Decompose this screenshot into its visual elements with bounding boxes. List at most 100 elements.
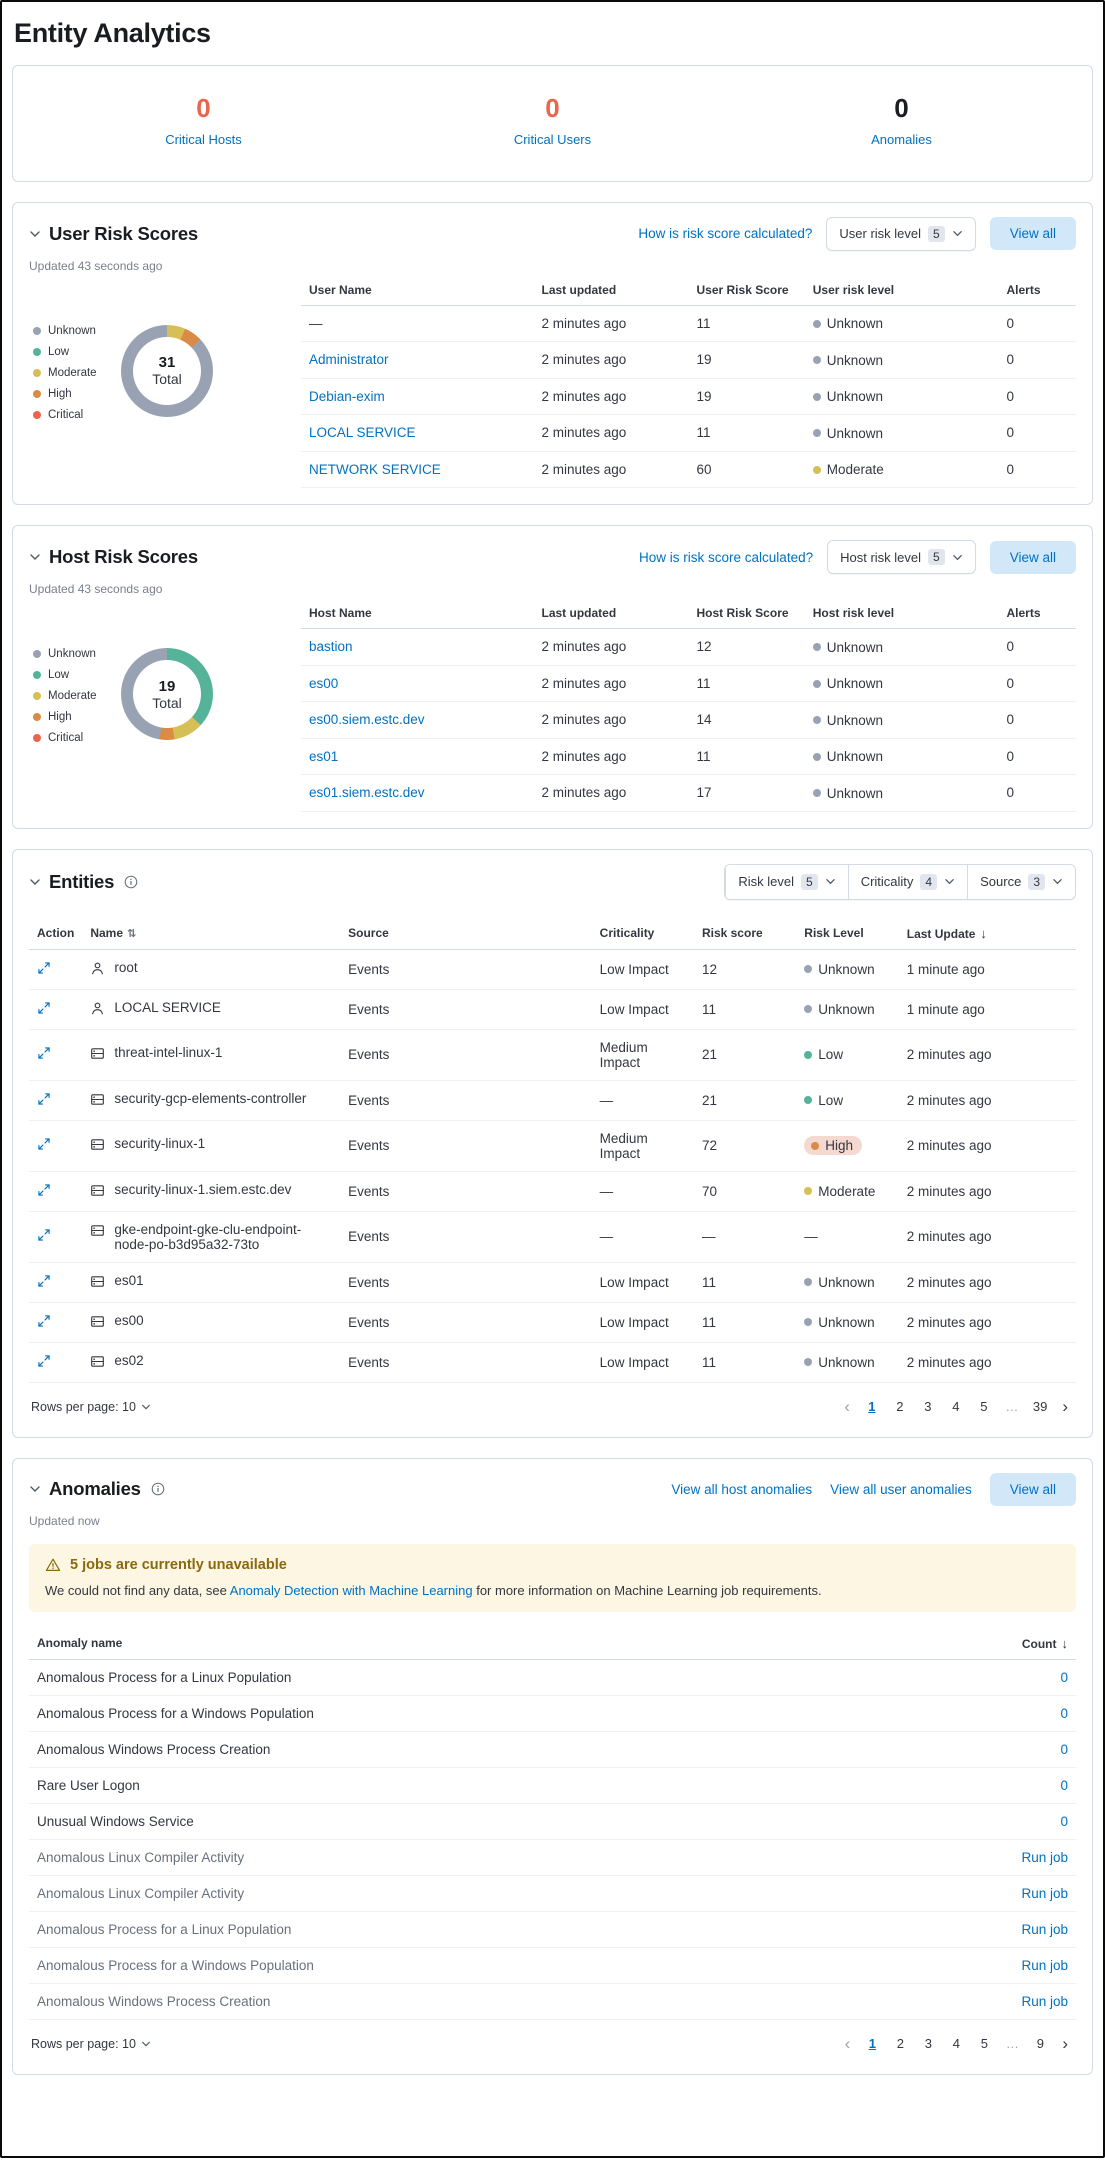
risk-score-help-link[interactable]: How is risk score calculated?	[638, 226, 813, 242]
col-last-update[interactable]: Last Update ↓	[898, 919, 1076, 950]
risk-score-cell: 19	[688, 378, 805, 416]
page-number-button[interactable]: 9	[1028, 2032, 1052, 2056]
legend-item[interactable]: Critical	[33, 409, 107, 421]
next-page-icon[interactable]: ›	[1062, 2033, 1068, 2053]
kpi-label-link[interactable]: Critical Users	[513, 131, 592, 147]
anomaly-count-link[interactable]: Run job	[1021, 1957, 1068, 1973]
user-name-link[interactable]: Debian-exim	[309, 388, 385, 404]
legend-item[interactable]: Unknown	[33, 325, 107, 337]
anomaly-count-link[interactable]: Run job	[1021, 1993, 1068, 2009]
expand-entity-icon[interactable]	[37, 1001, 51, 1015]
previous-page-icon[interactable]: ‹	[844, 1396, 850, 1416]
anomaly-count-link[interactable]: Run job	[1021, 1849, 1068, 1865]
host-name-link[interactable]: es00.siem.estc.dev	[309, 712, 425, 728]
col-last-updated: Last updated	[533, 600, 689, 630]
page-number-button[interactable]: …	[1000, 2032, 1024, 2056]
col-last-updated: Last updated	[533, 276, 689, 306]
col-name[interactable]: Name ⇅	[82, 919, 341, 950]
expand-entity-icon[interactable]	[37, 1046, 51, 1060]
legend-item[interactable]: Moderate	[33, 367, 107, 379]
risk-score-cell: —	[693, 1211, 797, 1263]
legend-dot-icon	[33, 389, 41, 398]
view-all-hosts-button[interactable]: View all	[989, 540, 1076, 574]
view-all-users-button[interactable]: View all	[989, 217, 1076, 251]
legend-dot-icon	[33, 671, 41, 680]
view-all-host-anomalies-link[interactable]: View all host anomalies	[671, 1481, 813, 1497]
legend-item[interactable]: Low	[33, 669, 107, 681]
expand-entity-icon[interactable]	[37, 961, 51, 975]
page-number-button[interactable]: 3	[916, 1395, 940, 1419]
legend-item[interactable]: Unknown	[33, 648, 107, 660]
chevron-down-icon[interactable]	[29, 551, 41, 563]
ml-docs-link[interactable]: Anomaly Detection with Machine Learning	[229, 1582, 473, 1598]
host-risk-level-filter[interactable]: Host risk level 5	[827, 540, 976, 575]
page-number-button[interactable]: 1	[860, 1395, 884, 1419]
page-number-button[interactable]: 2	[888, 2032, 912, 2056]
entities-filter-button[interactable]: Source 3	[967, 864, 1075, 899]
anomaly-count-link[interactable]: 0	[1060, 1705, 1068, 1721]
next-page-icon[interactable]: ›	[1062, 1396, 1068, 1416]
anomaly-count-link[interactable]: 0	[1060, 1741, 1068, 1757]
last-update-cell: 2 minutes ago	[898, 1080, 1076, 1121]
anomaly-count-link[interactable]: Run job	[1021, 1921, 1068, 1937]
entities-filter-button[interactable]: Criticality 4	[847, 864, 968, 899]
user-risk-row: Debian-exim 2 minutes ago 19 Unknown 0	[301, 378, 1076, 416]
expand-entity-icon[interactable]	[37, 1228, 51, 1242]
risk-score-cell: 12	[693, 949, 797, 990]
entities-panel: Entities Risk level 5 Criticality 4	[12, 848, 1093, 1438]
legend-item[interactable]: Low	[33, 346, 107, 358]
host-name-link[interactable]: es00	[309, 675, 339, 691]
kpi-label-link[interactable]: Critical Hosts	[165, 131, 242, 147]
page-number-button[interactable]: 1	[860, 2032, 884, 2056]
view-all-user-anomalies-link[interactable]: View all user anomalies	[830, 1481, 972, 1497]
anomaly-count-link[interactable]: 0	[1060, 1669, 1068, 1685]
rows-per-page-button[interactable]: Rows per page: 10	[31, 1396, 151, 1418]
expand-entity-icon[interactable]	[37, 1274, 51, 1288]
page-number-button[interactable]: 2	[888, 1395, 912, 1419]
host-name-link[interactable]: es01.siem.estc.dev	[309, 785, 425, 801]
page-number-button[interactable]: 5	[972, 2032, 996, 2056]
previous-page-icon[interactable]: ‹	[844, 2033, 851, 2053]
user-name-link[interactable]: —	[309, 315, 323, 331]
kpi-label-link[interactable]: Anomalies	[871, 131, 932, 147]
expand-entity-icon[interactable]	[37, 1354, 51, 1368]
user-risk-row: Administrator 2 minutes ago 19 Unknown 0	[301, 341, 1076, 379]
chevron-down-icon[interactable]	[29, 228, 41, 240]
risk-legend: Unknown Low Moderate	[29, 648, 107, 744]
user-risk-level-filter[interactable]: User risk level 5	[826, 216, 976, 251]
anomaly-count-link[interactable]: Run job	[1021, 1885, 1068, 1901]
view-all-anomalies-button[interactable]: View all	[989, 1472, 1076, 1506]
legend-item[interactable]: Moderate	[33, 690, 107, 702]
donut-total-label: Total	[152, 371, 182, 388]
anomaly-count-link[interactable]: 0	[1060, 1777, 1068, 1793]
host-name-link[interactable]: es01	[309, 748, 339, 764]
page-number-button[interactable]: 4	[944, 1395, 968, 1419]
page-number-button[interactable]: 5	[972, 1395, 996, 1419]
user-name-link[interactable]: Administrator	[309, 352, 389, 368]
expand-entity-icon[interactable]	[37, 1137, 51, 1151]
expand-entity-icon[interactable]	[37, 1092, 51, 1106]
info-icon[interactable]	[124, 875, 138, 889]
anomaly-count-link[interactable]: 0	[1060, 1813, 1068, 1829]
user-name-link[interactable]: LOCAL SERVICE	[309, 425, 416, 441]
legend-item[interactable]: High	[33, 711, 107, 723]
page-number-button[interactable]: 4	[944, 2032, 968, 2056]
risk-score-help-link[interactable]: How is risk score calculated?	[639, 549, 814, 565]
legend-item[interactable]: Critical	[33, 732, 107, 744]
info-icon[interactable]	[151, 1482, 165, 1496]
user-name-link[interactable]: NETWORK SERVICE	[309, 461, 441, 477]
chevron-down-icon[interactable]	[29, 876, 41, 888]
host-name-link[interactable]: bastion	[309, 639, 353, 655]
page-number-button[interactable]: 39	[1028, 1395, 1052, 1419]
expand-entity-icon[interactable]	[37, 1183, 51, 1197]
page-number-button[interactable]: …	[1000, 1395, 1024, 1419]
col-count[interactable]: Count ↓	[891, 1629, 1076, 1660]
rows-per-page-button[interactable]: Rows per page: 10	[31, 2033, 151, 2055]
page-number-button[interactable]: 3	[916, 2032, 940, 2056]
entities-filter-button[interactable]: Risk level 5	[725, 864, 848, 899]
legend-item[interactable]: High	[33, 388, 107, 400]
chevron-down-icon[interactable]	[29, 1483, 41, 1495]
expand-entity-icon[interactable]	[37, 1314, 51, 1328]
kpi-item: 0 Anomalies	[727, 90, 1076, 159]
risk-level-badge: Low	[804, 1047, 843, 1062]
